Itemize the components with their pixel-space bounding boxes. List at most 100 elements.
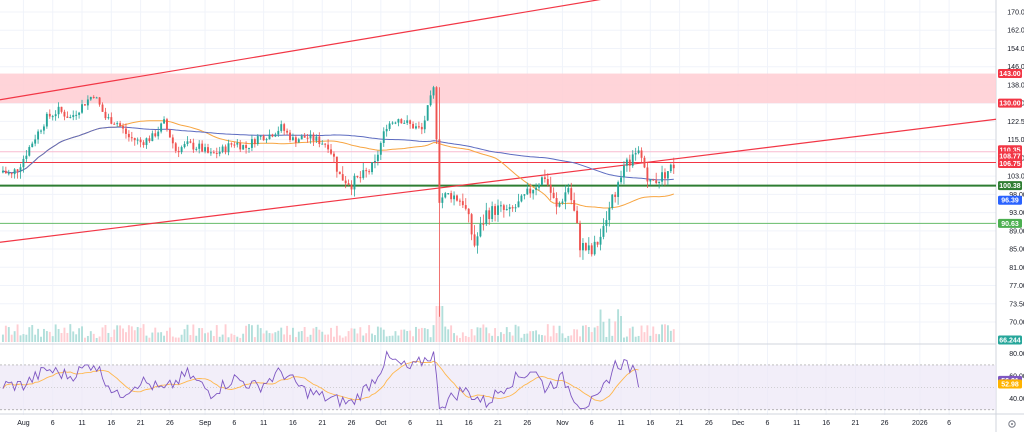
candle-body — [593, 241, 596, 255]
volume-bar — [330, 327, 332, 342]
candle-body — [359, 177, 362, 179]
volume-bar — [599, 309, 602, 342]
volume-bar — [239, 337, 242, 342]
volume-bar — [318, 329, 321, 342]
candle-body — [412, 123, 414, 129]
candle-body — [239, 142, 242, 150]
candle-body — [432, 87, 435, 96]
candle-body — [154, 133, 157, 137]
candle-body — [306, 137, 309, 139]
volume-bar — [81, 326, 83, 342]
candle-body — [523, 194, 526, 196]
volume-bar — [98, 336, 101, 342]
candle-body — [265, 139, 268, 141]
candle-body — [625, 159, 628, 166]
candle-body — [646, 167, 649, 182]
candle-body — [236, 142, 239, 145]
volume-bar — [89, 331, 92, 342]
candle-body — [567, 188, 570, 193]
price-tick-label: 98.00 — [1009, 192, 1024, 199]
price-tag-label: 106.75 — [999, 161, 1021, 168]
volume-bar — [283, 334, 286, 342]
volume-bar — [139, 327, 142, 342]
volume-bar — [75, 334, 78, 342]
gear-icon[interactable] — [1008, 420, 1016, 428]
candle-body — [291, 137, 294, 140]
chart-settings[interactable] — [1008, 420, 1016, 428]
rsi-line — [2, 350, 640, 410]
volume-bar — [614, 321, 617, 342]
volume-bar — [646, 325, 649, 342]
candle-body — [195, 148, 198, 150]
candle-body — [48, 113, 51, 117]
candle-body — [72, 115, 75, 118]
candle-body — [289, 132, 291, 140]
candle-body — [652, 179, 655, 181]
candle-body — [584, 243, 587, 251]
volume-bar — [233, 334, 236, 342]
candle-body — [130, 137, 133, 139]
candle-body — [429, 95, 432, 106]
volume-bar — [426, 329, 429, 342]
volume-bar — [461, 332, 464, 342]
candle-body — [576, 210, 579, 224]
price-tick-label: 70.00 — [1009, 320, 1024, 327]
candle-body — [1, 170, 4, 173]
volume-bar — [535, 330, 538, 342]
time-tick-label: 11 — [793, 420, 800, 427]
candle-body — [347, 183, 350, 185]
volume-bar — [479, 327, 482, 342]
volume-bar — [464, 335, 467, 342]
candle-body — [151, 133, 154, 142]
candle-body — [391, 122, 394, 124]
candle-body — [423, 120, 426, 130]
volume-bar — [584, 325, 587, 342]
candle-body — [250, 139, 253, 148]
volume-bar — [127, 325, 130, 342]
volume-bar — [514, 324, 517, 342]
horizontal-levels — [0, 151, 996, 224]
candle-body — [479, 223, 482, 237]
volume-bar — [86, 335, 89, 342]
time-axis[interactable]: Aug 6 11 16 21 26 Sep 6 11 16 21 26 Oct 6 11 16 21 26 Nov 6… — [17, 420, 951, 427]
volume-bar — [491, 335, 494, 342]
volume-bar — [180, 334, 183, 342]
volume-bar — [467, 337, 470, 342]
candle-body — [388, 123, 391, 129]
volume-bar — [640, 325, 643, 342]
volume-bar — [22, 334, 25, 342]
candle-body — [157, 131, 160, 137]
volume-bar — [63, 327, 66, 342]
candle-body — [69, 117, 72, 119]
time-tick-label: Dec — [732, 420, 745, 427]
volume-bar — [218, 336, 221, 342]
candle-body — [218, 151, 221, 154]
candle-body — [637, 150, 640, 154]
volume-bar — [523, 333, 526, 342]
volume-bar — [174, 337, 177, 342]
volume-bar — [532, 331, 535, 342]
candle-body — [614, 194, 617, 197]
time-tick-label: 11 — [260, 420, 267, 427]
candle-body — [608, 207, 611, 221]
volume-bar — [142, 324, 145, 342]
time-tick-label: 26 — [705, 420, 713, 427]
volume-bar — [186, 324, 189, 342]
volume-bar — [183, 329, 186, 342]
candle-body — [505, 209, 508, 211]
candle-body — [7, 173, 10, 175]
volume-bar — [441, 306, 444, 342]
volume-bar — [593, 327, 596, 342]
volume-bar — [450, 325, 453, 342]
volume-bar — [538, 334, 540, 342]
volume-bar — [78, 328, 81, 342]
price-tag-label: 96.39 — [1001, 198, 1019, 205]
candle-body — [485, 210, 488, 225]
volume-bar — [391, 335, 394, 342]
price-tag-label: 66.244 — [999, 338, 1021, 345]
candle-body — [669, 164, 672, 172]
volume-bar — [558, 325, 561, 342]
volume-bar — [511, 335, 514, 342]
volume-bar — [297, 331, 300, 342]
